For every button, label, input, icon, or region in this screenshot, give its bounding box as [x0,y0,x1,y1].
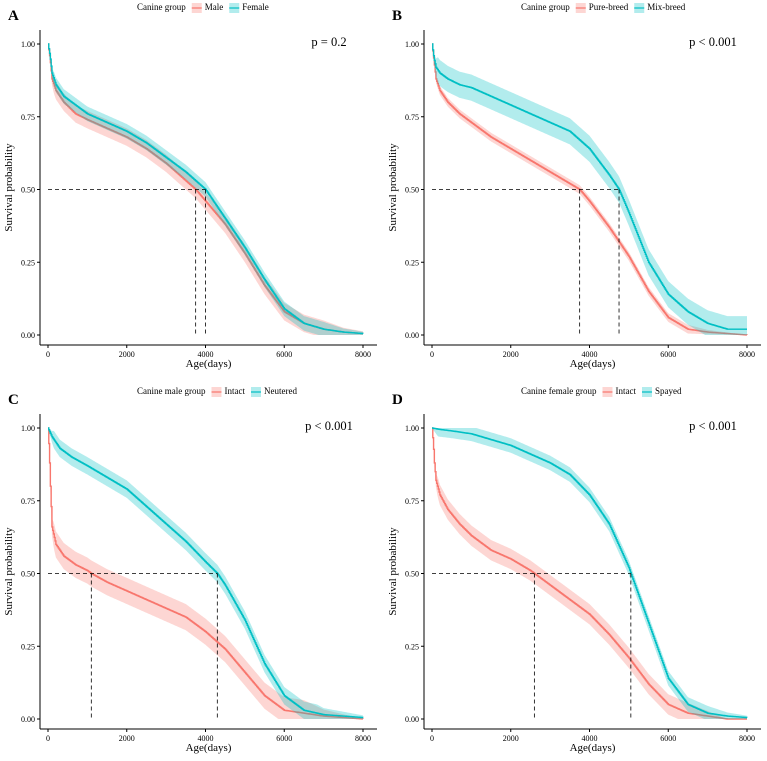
y-tick-label-1: 0.25 [405,642,419,651]
legend-title: Canine male group [137,386,206,396]
x-tick-label-3: 6000 [276,734,292,743]
x-tick-label-2: 4000 [582,350,598,359]
panel-letter: B [392,8,402,24]
y-tick-label-1: 0.25 [21,258,35,267]
y-axis-title: Survival probability [387,143,399,232]
legend-label-1: Spayed [655,386,682,396]
legend-label-1: Mix-breed [647,2,685,12]
x-tick-label-3: 6000 [276,350,292,359]
x-tick-label-4: 8000 [355,350,371,359]
y-tick-label-4: 1.00 [405,424,419,433]
y-tick-label-3: 0.75 [21,113,35,122]
panel-a: A Canine group Male Female 0.00 0.25 0.50 0.75 1… [3,2,377,370]
p-value: p = 0.2 [311,35,346,49]
p-value: p < 0.001 [689,35,737,49]
p-value: p < 0.001 [689,419,737,433]
y-tick-label-0: 0.00 [21,715,35,724]
x-tick-label-1: 2000 [503,350,519,359]
panel-letter: C [8,392,19,408]
x-tick-label-0: 0 [430,734,434,743]
panel-letter: D [392,392,403,408]
panel-letter: A [8,8,19,24]
panel-d: D Canine female group Intact Spayed 0.00 0.25… [387,386,761,754]
y-tick-label-3: 0.75 [405,113,419,122]
survival-curve-1 [48,427,364,719]
x-axis-title: Age(days) [570,742,616,754]
y-tick-label-4: 1.00 [21,424,35,433]
legend-title: Canine group [137,2,186,12]
x-tick-label-4: 8000 [355,734,371,743]
legend-label-0: Male [205,2,224,12]
x-tick-label-0: 0 [46,734,50,743]
x-tick-label-0: 0 [430,350,434,359]
y-tick-label-1: 0.25 [405,258,419,267]
legend-title: Canine group [521,2,570,12]
x-tick-label-2: 4000 [198,350,214,359]
panel-c: C Canine male group Intact Neutered 0.00 0.25… [3,386,377,754]
legend: Canine group Pure-breed Mix-breed [521,2,686,13]
x-tick-label-0: 0 [46,350,50,359]
x-tick-label-4: 8000 [739,734,755,743]
x-tick-label-1: 2000 [119,350,135,359]
y-axis-title: Survival probability [3,143,15,232]
y-tick-label-1: 0.25 [21,642,35,651]
legend-label-0: Intact [615,386,636,396]
y-tick-label-2: 0.50 [405,570,419,579]
x-axis-title: Age(days) [186,742,232,754]
survival-curve-0 [432,43,748,336]
survival-curve-0 [432,427,747,720]
legend-label-0: Intact [224,386,245,396]
y-axis-title: Survival probability [387,527,399,616]
legend-label-0: Pure-breed [589,2,629,12]
y-tick-label-2: 0.50 [405,186,419,195]
legend: Canine male group Intact Neutered [137,386,297,397]
y-tick-label-4: 1.00 [405,40,419,49]
x-tick-label-4: 8000 [739,350,755,359]
x-tick-label-2: 4000 [198,734,214,743]
x-tick-label-3: 6000 [660,734,676,743]
x-axis-title: Age(days) [570,358,616,370]
y-tick-label-3: 0.75 [405,497,419,506]
y-tick-label-0: 0.00 [21,331,35,340]
y-tick-label-0: 0.00 [405,715,419,724]
legend-label-1: Female [242,2,269,12]
y-tick-label-2: 0.50 [21,570,35,579]
y-tick-label-3: 0.75 [21,497,35,506]
y-tick-label-4: 1.00 [21,40,35,49]
ci-band-1 [432,44,747,335]
survival-curve-1 [432,427,748,719]
x-tick-label-2: 4000 [582,734,598,743]
survival-curve-1 [432,43,747,330]
legend: Canine group Male Female [137,2,269,13]
ci-band-1 [48,428,363,719]
x-tick-label-1: 2000 [119,734,135,743]
x-tick-label-1: 2000 [503,734,519,743]
p-value: p < 0.001 [305,419,353,433]
legend: Canine female group Intact Spayed [521,386,682,397]
y-axis-title: Survival probability [3,527,15,616]
legend-title: Canine female group [521,386,597,396]
x-axis-title: Age(days) [186,358,232,370]
y-tick-label-0: 0.00 [405,331,419,340]
x-tick-label-3: 6000 [660,350,676,359]
panel-b: B Canine group Pure-breed Mix-breed 0.00 0.25… [387,2,761,370]
survival-curve-0 [48,427,364,720]
y-tick-label-2: 0.50 [21,186,35,195]
legend-label-1: Neutered [264,386,297,396]
